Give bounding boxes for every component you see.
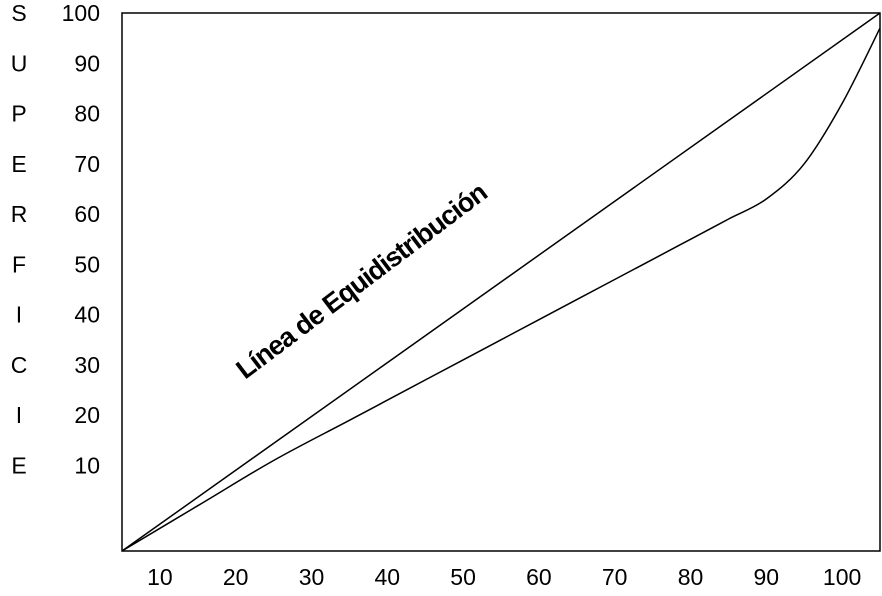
y-axis-title-letter: S xyxy=(11,0,26,26)
y-axis-title-letter: E xyxy=(11,151,26,177)
x-tick-label: 90 xyxy=(754,564,780,590)
y-tick-label: 10 xyxy=(74,453,100,479)
x-tick-labels: 10 20 30 40 50 60 70 80 90 100 xyxy=(147,564,861,590)
y-tick-label: 80 xyxy=(74,101,100,127)
equidistribution-line xyxy=(121,12,881,552)
x-tick-label: 80 xyxy=(678,564,704,590)
equidistribution-annotation: Línea de Equidistribución xyxy=(231,177,493,385)
y-tick-label: 90 xyxy=(74,50,100,76)
y-tick-label: 70 xyxy=(74,151,100,177)
x-tick-label: 10 xyxy=(147,564,173,590)
y-axis-title-letter: U xyxy=(11,50,28,76)
x-tick-label: 60 xyxy=(526,564,552,590)
y-axis-title-letter: I xyxy=(16,302,22,328)
distribution-curve xyxy=(121,27,881,552)
x-tick-label: 20 xyxy=(223,564,249,590)
y-axis-title-letter: R xyxy=(11,201,28,227)
series-layer xyxy=(121,12,881,552)
y-tick-label: 20 xyxy=(74,402,100,428)
y-tick-label: 60 xyxy=(74,201,100,227)
x-tick-label: 40 xyxy=(375,564,401,590)
x-tick-label: 70 xyxy=(602,564,628,590)
plot-frame xyxy=(121,12,881,552)
y-axis-title-letter: P xyxy=(11,101,26,127)
y-tick-label: 40 xyxy=(74,302,100,328)
y-tick-label: 30 xyxy=(74,352,100,378)
y-axis-title-letter: F xyxy=(12,251,26,277)
y-axis-title-letter: I xyxy=(16,402,22,428)
y-axis-title-letter: C xyxy=(11,352,28,378)
x-tick-label: 50 xyxy=(450,564,476,590)
y-tick-label: 100 xyxy=(62,0,100,26)
y-tick-labels: 100 90 80 70 60 50 40 30 20 10 xyxy=(62,0,100,479)
y-tick-label: 50 xyxy=(74,251,100,277)
x-tick-label: 30 xyxy=(299,564,325,590)
x-tick-label: 100 xyxy=(823,564,861,590)
y-axis-title-letter: E xyxy=(11,453,26,479)
